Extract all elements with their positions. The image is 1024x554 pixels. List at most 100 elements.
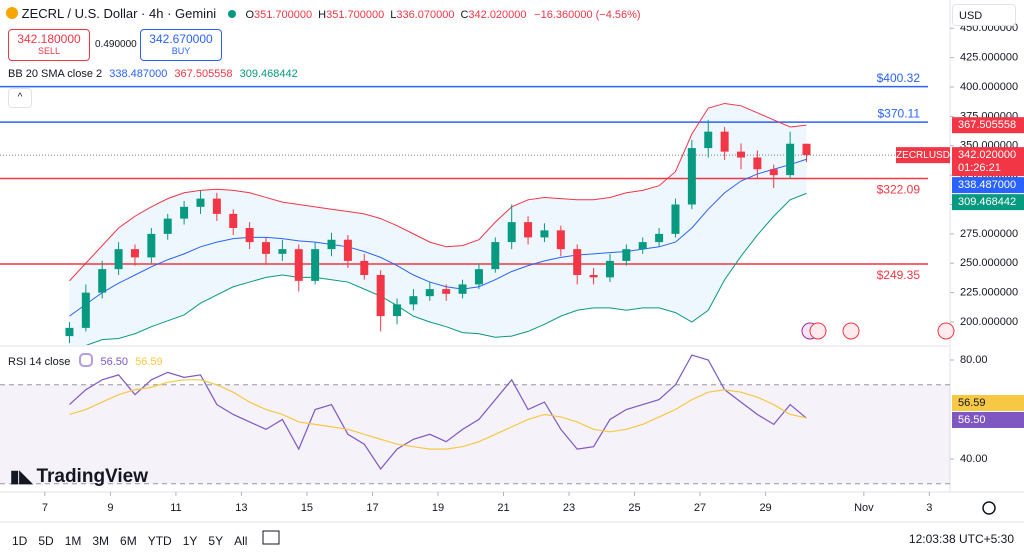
candle-body xyxy=(769,169,778,176)
candle-body xyxy=(229,213,238,229)
candle-body xyxy=(687,148,696,205)
x-tick-label: 19 xyxy=(432,502,444,514)
range-button[interactable]: 6M xyxy=(120,534,137,548)
y-tick-label: 200.000000 xyxy=(960,316,1018,328)
candle-body xyxy=(737,151,745,158)
buy-button[interactable]: 342.670000 BUY xyxy=(140,29,222,61)
candle-body xyxy=(638,242,647,250)
range-button[interactable]: 3M xyxy=(92,534,110,548)
candle-body xyxy=(442,289,451,294)
range-button[interactable]: YTD xyxy=(147,534,172,548)
candle-body xyxy=(130,249,139,258)
x-tick-label: 29 xyxy=(759,502,771,514)
symbol-header: ZECRL / U.S. Dollar · 4h · Gemini O351.7… xyxy=(6,6,641,21)
spread: 0.490000 xyxy=(95,39,137,50)
candle-body xyxy=(540,230,549,238)
candle-body xyxy=(491,242,500,270)
event-icon[interactable] xyxy=(842,322,860,340)
collapse-button[interactable]: ^ xyxy=(8,88,32,108)
candle-body xyxy=(65,327,74,337)
coin-icon xyxy=(6,7,18,19)
y-tick-label: 450.000000 xyxy=(960,22,1018,34)
axis-tag-label: 342.020000 xyxy=(958,149,1016,161)
candle-body xyxy=(212,198,221,214)
range-button[interactable]: 1M xyxy=(64,534,82,548)
x-tick-label: 11 xyxy=(170,502,181,514)
axis-tag-label: 56.59 xyxy=(958,397,986,409)
level-label: $322.09 xyxy=(877,183,921,197)
candle-body xyxy=(98,269,107,293)
sell-button[interactable]: 342.180000 SELL xyxy=(8,29,90,61)
ohlc-key: L xyxy=(390,9,397,21)
candle-body xyxy=(425,289,434,297)
y-tick-label: 80.00 xyxy=(960,354,988,366)
x-tick-label: 17 xyxy=(366,502,378,514)
rsi-legend: RSI 14 close 56.50 56.59 xyxy=(8,353,163,368)
candle-body xyxy=(605,260,614,278)
level-label: $400.32 xyxy=(877,71,921,85)
ohlc-value: 351.700000 xyxy=(254,9,313,21)
candle-body xyxy=(474,269,483,285)
bb-line xyxy=(85,192,807,345)
candle-body xyxy=(393,304,402,317)
bb-value: 367.505558 xyxy=(174,68,233,80)
range-button[interactable]: 5D xyxy=(38,534,54,548)
candle-body xyxy=(507,222,516,243)
event-icon[interactable] xyxy=(937,322,955,340)
candle-body xyxy=(81,292,90,328)
range-button[interactable]: All xyxy=(234,534,248,548)
axis-tag-label: 56.50 xyxy=(958,414,986,426)
level-label: $249.35 xyxy=(877,268,921,282)
range-button[interactable]: 1Y xyxy=(182,534,198,548)
ohlc-key: O xyxy=(245,9,254,21)
candle-body xyxy=(311,249,320,281)
candle-body xyxy=(376,275,385,317)
candle-body xyxy=(622,249,631,261)
ohlc-value: 336.070000 xyxy=(396,9,455,21)
candle-body xyxy=(278,249,287,254)
date-range-icon[interactable] xyxy=(262,530,280,545)
y-tick-label: 225.000000 xyxy=(960,287,1018,299)
symbol-tag-label: ZECRLUSD xyxy=(896,150,950,161)
x-tick-label: 9 xyxy=(107,502,113,514)
bb-title: BB 20 SMA close 2 xyxy=(8,68,103,80)
bb-line xyxy=(69,158,807,317)
rsi-title: RSI 14 close xyxy=(8,356,71,368)
event-icon[interactable] xyxy=(809,322,827,340)
axis-tag-label: 01:26:21 xyxy=(958,162,1001,174)
axis-tag xyxy=(952,147,1024,177)
sell-label: SELL xyxy=(37,46,61,56)
bb-value: 309.468442 xyxy=(239,68,298,80)
candle-body xyxy=(458,284,467,294)
level-label: $370.11 xyxy=(878,106,921,120)
bb-line xyxy=(69,102,807,282)
candle-body xyxy=(262,242,270,254)
rsi-value: 56.50 xyxy=(100,356,129,368)
candle-body xyxy=(655,233,664,243)
range-button[interactable]: 1D xyxy=(12,534,28,548)
candle-body xyxy=(556,230,565,250)
range-bar: 1D 5D 1M 3M 6M YTD 1Y 5Y All xyxy=(12,532,258,550)
candle-body xyxy=(147,233,156,258)
settings-icon[interactable] xyxy=(982,501,996,515)
x-tick-label: 27 xyxy=(694,502,706,514)
candle-body xyxy=(180,206,189,219)
candle-body xyxy=(573,249,582,276)
rsi-pane xyxy=(0,354,950,485)
ohlc-value: 351.700000 xyxy=(326,9,385,21)
range-button[interactable]: 5Y xyxy=(208,534,224,548)
currency-select[interactable]: USD xyxy=(952,4,1016,26)
ohlc-key: H xyxy=(318,9,327,21)
x-tick-label: 25 xyxy=(628,502,640,514)
x-tick-label: 23 xyxy=(563,502,575,514)
buy-label: BUY xyxy=(171,46,191,56)
y-tick-label: 250.000000 xyxy=(960,257,1018,269)
axis-tag xyxy=(952,117,1024,134)
x-tick-label: 3 xyxy=(926,502,932,514)
buy-price: 342.670000 xyxy=(149,32,213,46)
candle-body xyxy=(720,131,729,152)
bb-legend: BB 20 SMA close 2 338.487000 367.505558 … xyxy=(8,68,298,80)
axis-tag xyxy=(952,411,1024,428)
candle-body xyxy=(704,131,713,149)
